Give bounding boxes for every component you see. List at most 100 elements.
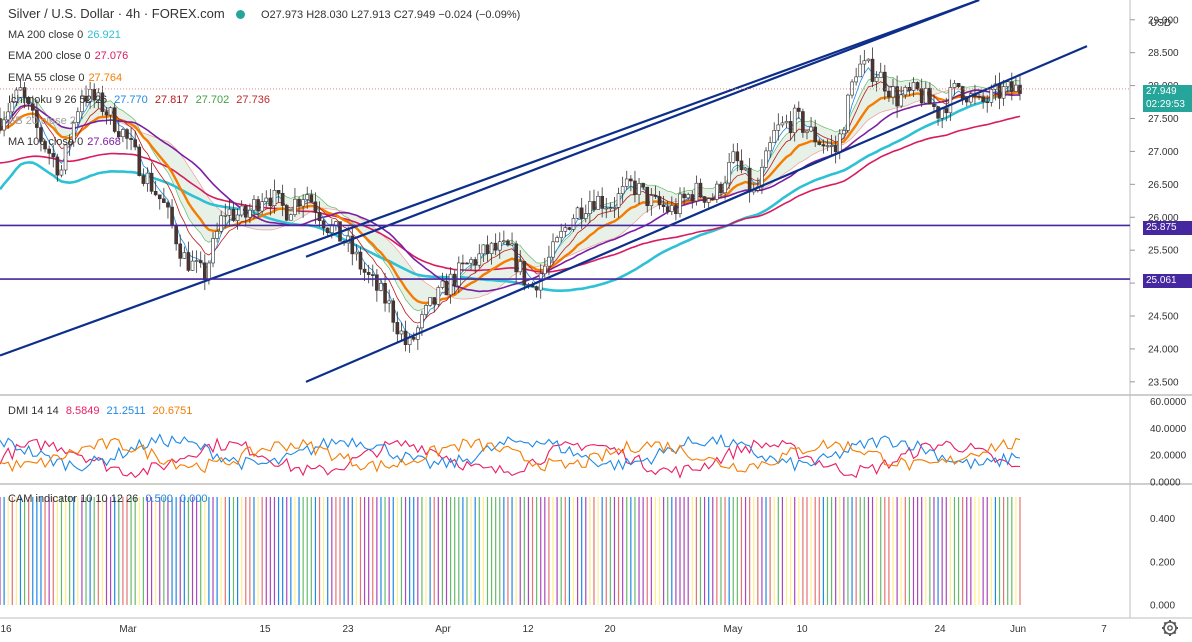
legend-cam[interactable]: CAM indicator 10 10 12 26 0.500 0.000 — [8, 493, 207, 505]
legend-ichimoku[interactable]: Ichimoku 9 26 52 26 27.770 27.817 27.702… — [8, 94, 270, 106]
level-label-lower: 25.061 — [1143, 274, 1192, 288]
dmi-tick-label: 40.0000 — [1150, 424, 1187, 435]
time-tick-label: 7 — [1101, 624, 1107, 635]
candle-body — [43, 141, 47, 150]
candle-body — [997, 83, 1002, 99]
legend-value: 26.921 — [87, 29, 121, 41]
candle-body — [280, 192, 285, 206]
time-tick-label: Mar — [119, 624, 137, 635]
candle-body — [620, 186, 625, 194]
candle-body — [788, 121, 793, 134]
candle-body — [764, 150, 768, 168]
candle-body — [932, 103, 936, 107]
candle-body — [456, 262, 461, 287]
candle-body — [645, 186, 650, 207]
horizontal-levels — [0, 88, 1130, 280]
time-tick-label: Jun — [1010, 624, 1026, 635]
candle-body — [76, 111, 80, 123]
candle-body — [80, 95, 84, 113]
legend-ema200[interactable]: EMA 200 close 0 27.076 — [8, 50, 128, 62]
candle-body — [330, 225, 334, 233]
legend-value: 27.076 — [94, 50, 129, 62]
legend-value: 0.000 — [179, 493, 208, 505]
moving-averages — [0, 67, 1021, 337]
symbol-label[interactable]: Silver / U.S. Dollar · 4h · FOREX.com — [8, 6, 225, 21]
time-tick-label: 16 — [0, 624, 12, 635]
dmi-plus-line — [0, 433, 1021, 472]
candle-body — [350, 235, 355, 255]
channel-mid-line — [305, 0, 980, 258]
currency-label: USD — [1150, 18, 1172, 29]
candle-body — [575, 207, 580, 219]
candle-body — [166, 202, 170, 208]
candle-body — [260, 201, 264, 212]
candle-body — [145, 172, 150, 184]
legend-dmi[interactable]: DMI 14 14 8.5849 21.2511 20.6751 — [8, 405, 192, 417]
candle-body — [776, 124, 781, 131]
candle-body — [678, 193, 682, 215]
candle-body — [727, 162, 731, 184]
candle-body — [92, 89, 97, 101]
price-tick-label: 27.000 — [1148, 147, 1179, 158]
candle-body — [583, 213, 588, 219]
candle-body — [747, 167, 752, 193]
candle-body — [653, 195, 658, 197]
dmi-minus-line — [0, 437, 1021, 474]
channel-upper-line — [0, 0, 980, 357]
candle-body — [317, 212, 322, 222]
legend-label: MA 100 close 0 — [8, 136, 84, 148]
legend-value: 27.770 — [114, 94, 148, 106]
candle-body — [112, 107, 117, 132]
candle-body — [981, 96, 985, 103]
legend-value: 20.6751 — [152, 405, 193, 417]
candle-body — [391, 300, 396, 323]
candle-body — [203, 262, 207, 280]
legend-ma200[interactable]: MA 200 close 0 26.921 — [8, 29, 121, 41]
dmi-tick-label: 20.0000 — [1150, 451, 1187, 462]
candle-body — [743, 167, 748, 171]
candle-body — [866, 58, 871, 62]
legend-value: 27.764 — [88, 72, 123, 84]
legend-ma100[interactable]: MA 100 close 0 27.668 — [8, 136, 121, 148]
candle-body — [424, 305, 428, 315]
legend-bb[interactable]: BB 20 close 2 — [8, 115, 76, 127]
time-tick-label: 10 — [796, 624, 808, 635]
candle-body — [579, 207, 584, 219]
ma200-line — [0, 86, 1021, 292]
candle-body — [637, 183, 641, 195]
candle-body — [223, 214, 228, 217]
price-axis: 29.00028.50028.00027.50027.00026.50026.0… — [1130, 15, 1179, 388]
senkou-b-line — [0, 88, 1021, 300]
candle-body — [985, 101, 990, 104]
candle-body — [739, 160, 744, 171]
candle-body — [624, 178, 629, 187]
candle-body — [469, 259, 473, 264]
kijun-line — [0, 81, 1021, 324]
legend-value: 27.736 — [236, 94, 270, 106]
candle-body — [137, 146, 142, 176]
candle-body — [178, 243, 183, 259]
candle-body — [153, 191, 158, 196]
price-tick-label: 25.500 — [1148, 246, 1179, 257]
candle-body — [567, 227, 572, 230]
ema55-line — [0, 91, 1021, 305]
candle-body — [813, 126, 817, 143]
candle-body — [22, 87, 27, 98]
candle-body — [6, 111, 10, 121]
market-status-icon — [236, 10, 246, 19]
candle-body — [616, 193, 621, 208]
candle-body — [706, 198, 711, 203]
legend-ema55[interactable]: EMA 55 close 0 27.764 — [8, 72, 122, 84]
candle-body — [915, 82, 920, 89]
candle-body — [465, 262, 469, 265]
legend-value: 27.817 — [154, 94, 189, 106]
candle-body — [493, 242, 498, 251]
settings-gear-icon[interactable] — [1162, 620, 1178, 636]
candle-body — [141, 175, 146, 184]
legend-label: BB 20 close 2 — [8, 115, 76, 127]
candle-body — [780, 122, 785, 126]
candle-body — [10, 101, 15, 113]
candle-body — [379, 283, 383, 291]
trend-channel — [0, 0, 1088, 383]
